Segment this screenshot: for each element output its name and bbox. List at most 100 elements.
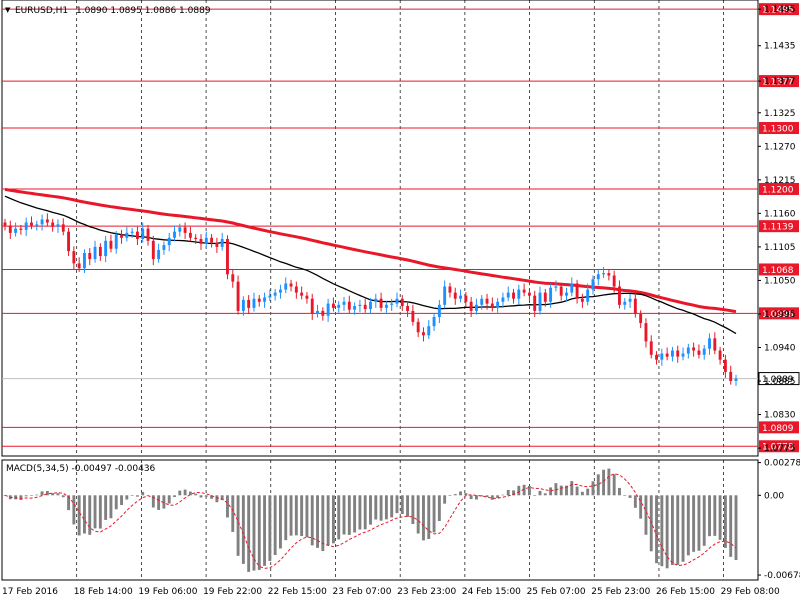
- candle-body[interactable]: [77, 263, 81, 269]
- candle-body[interactable]: [14, 228, 18, 233]
- candle-body[interactable]: [162, 245, 166, 250]
- candle-body[interactable]: [146, 228, 150, 241]
- candle-body[interactable]: [188, 232, 192, 238]
- candle-body[interactable]: [485, 298, 489, 304]
- candle-body[interactable]: [527, 292, 531, 296]
- candle-body[interactable]: [602, 273, 606, 275]
- candle-body[interactable]: [522, 289, 526, 293]
- candle-body[interactable]: [559, 286, 563, 296]
- candle-body[interactable]: [363, 304, 367, 310]
- candle-body[interactable]: [591, 279, 595, 290]
- candle-body[interactable]: [247, 299, 251, 308]
- candle-body[interactable]: [284, 283, 288, 290]
- candle-body[interactable]: [718, 350, 722, 360]
- candle-body[interactable]: [263, 297, 267, 302]
- candle-body[interactable]: [151, 240, 155, 260]
- candle-body[interactable]: [109, 240, 113, 249]
- candle-body[interactable]: [300, 292, 304, 296]
- candle-body[interactable]: [3, 222, 7, 226]
- candle-body[interactable]: [231, 274, 235, 282]
- candle-body[interactable]: [390, 303, 394, 305]
- candle-body[interactable]: [554, 286, 558, 288]
- candle-body[interactable]: [273, 292, 277, 296]
- candle-body[interactable]: [98, 246, 102, 257]
- candle-body[interactable]: [734, 378, 738, 382]
- candle-body[interactable]: [708, 338, 711, 349]
- candle-body[interactable]: [437, 304, 441, 318]
- candle-body[interactable]: [384, 304, 388, 308]
- candle-body[interactable]: [501, 297, 505, 302]
- candle-body[interactable]: [257, 298, 261, 302]
- candle-body[interactable]: [512, 292, 515, 299]
- candle-body[interactable]: [56, 224, 60, 227]
- candle-body[interactable]: [406, 306, 410, 311]
- candle-body[interactable]: [210, 237, 214, 243]
- candle-body[interactable]: [395, 298, 399, 304]
- candle-body[interactable]: [575, 283, 579, 299]
- candle-body[interactable]: [252, 298, 256, 308]
- candle-body[interactable]: [347, 301, 351, 310]
- candle-body[interactable]: [586, 289, 590, 302]
- candle-body[interactable]: [422, 332, 425, 336]
- candle-body[interactable]: [167, 237, 171, 246]
- candle-body[interactable]: [135, 231, 139, 239]
- candle-body[interactable]: [104, 240, 108, 257]
- candle-body[interactable]: [173, 231, 176, 238]
- candle-body[interactable]: [729, 371, 733, 382]
- candle-body[interactable]: [220, 238, 224, 247]
- candle-body[interactable]: [141, 228, 145, 239]
- candle-body[interactable]: [411, 310, 415, 322]
- candle-body[interactable]: [496, 301, 500, 308]
- candle-body[interactable]: [538, 292, 542, 311]
- candle-body[interactable]: [506, 292, 510, 298]
- candle-body[interactable]: [45, 219, 49, 223]
- candle-body[interactable]: [432, 317, 436, 327]
- candles-layer[interactable]: [3, 213, 738, 386]
- candle-body[interactable]: [480, 298, 484, 305]
- candle-body[interactable]: [681, 353, 685, 357]
- candle-body[interactable]: [294, 286, 298, 293]
- candle-body[interactable]: [326, 303, 330, 316]
- candle-body[interactable]: [24, 222, 28, 230]
- candle-body[interactable]: [665, 353, 669, 357]
- candle-body[interactable]: [649, 341, 653, 355]
- candle-body[interactable]: [379, 298, 383, 308]
- candle-body[interactable]: [114, 234, 118, 249]
- candle-body[interactable]: [83, 252, 86, 269]
- candle-body[interactable]: [30, 222, 33, 226]
- candle-body[interactable]: [607, 273, 611, 276]
- candle-body[interactable]: [628, 298, 632, 302]
- candle-body[interactable]: [612, 275, 616, 287]
- candle-body[interactable]: [215, 242, 219, 247]
- candle-body[interactable]: [194, 237, 198, 239]
- candle-body[interactable]: [400, 298, 404, 307]
- candle-body[interactable]: [644, 323, 648, 342]
- candle-body[interactable]: [427, 326, 431, 336]
- candle-body[interactable]: [67, 231, 71, 252]
- candle-body[interactable]: [374, 298, 378, 302]
- candle-body[interactable]: [321, 310, 325, 316]
- candle-body[interactable]: [51, 222, 55, 227]
- candle-body[interactable]: [464, 295, 468, 302]
- candle-body[interactable]: [655, 354, 658, 360]
- candle-body[interactable]: [310, 298, 314, 314]
- candle-body[interactable]: [199, 238, 203, 244]
- candle-body[interactable]: [570, 283, 574, 293]
- candle-body[interactable]: [353, 306, 357, 310]
- candle-body[interactable]: [517, 289, 521, 299]
- candle-body[interactable]: [226, 238, 229, 275]
- candle-body[interactable]: [692, 347, 696, 351]
- candle-body[interactable]: [61, 224, 65, 232]
- candle-body[interactable]: [697, 350, 701, 355]
- candle-body[interactable]: [125, 232, 129, 238]
- candle-body[interactable]: [204, 237, 208, 244]
- candle-body[interactable]: [448, 286, 452, 293]
- candle-body[interactable]: [369, 301, 372, 310]
- candle-body[interactable]: [358, 304, 362, 307]
- candle-body[interactable]: [19, 228, 23, 230]
- candle-body[interactable]: [8, 225, 12, 233]
- candle-body[interactable]: [596, 274, 600, 280]
- candle-body[interactable]: [120, 234, 123, 238]
- candle-body[interactable]: [316, 310, 319, 314]
